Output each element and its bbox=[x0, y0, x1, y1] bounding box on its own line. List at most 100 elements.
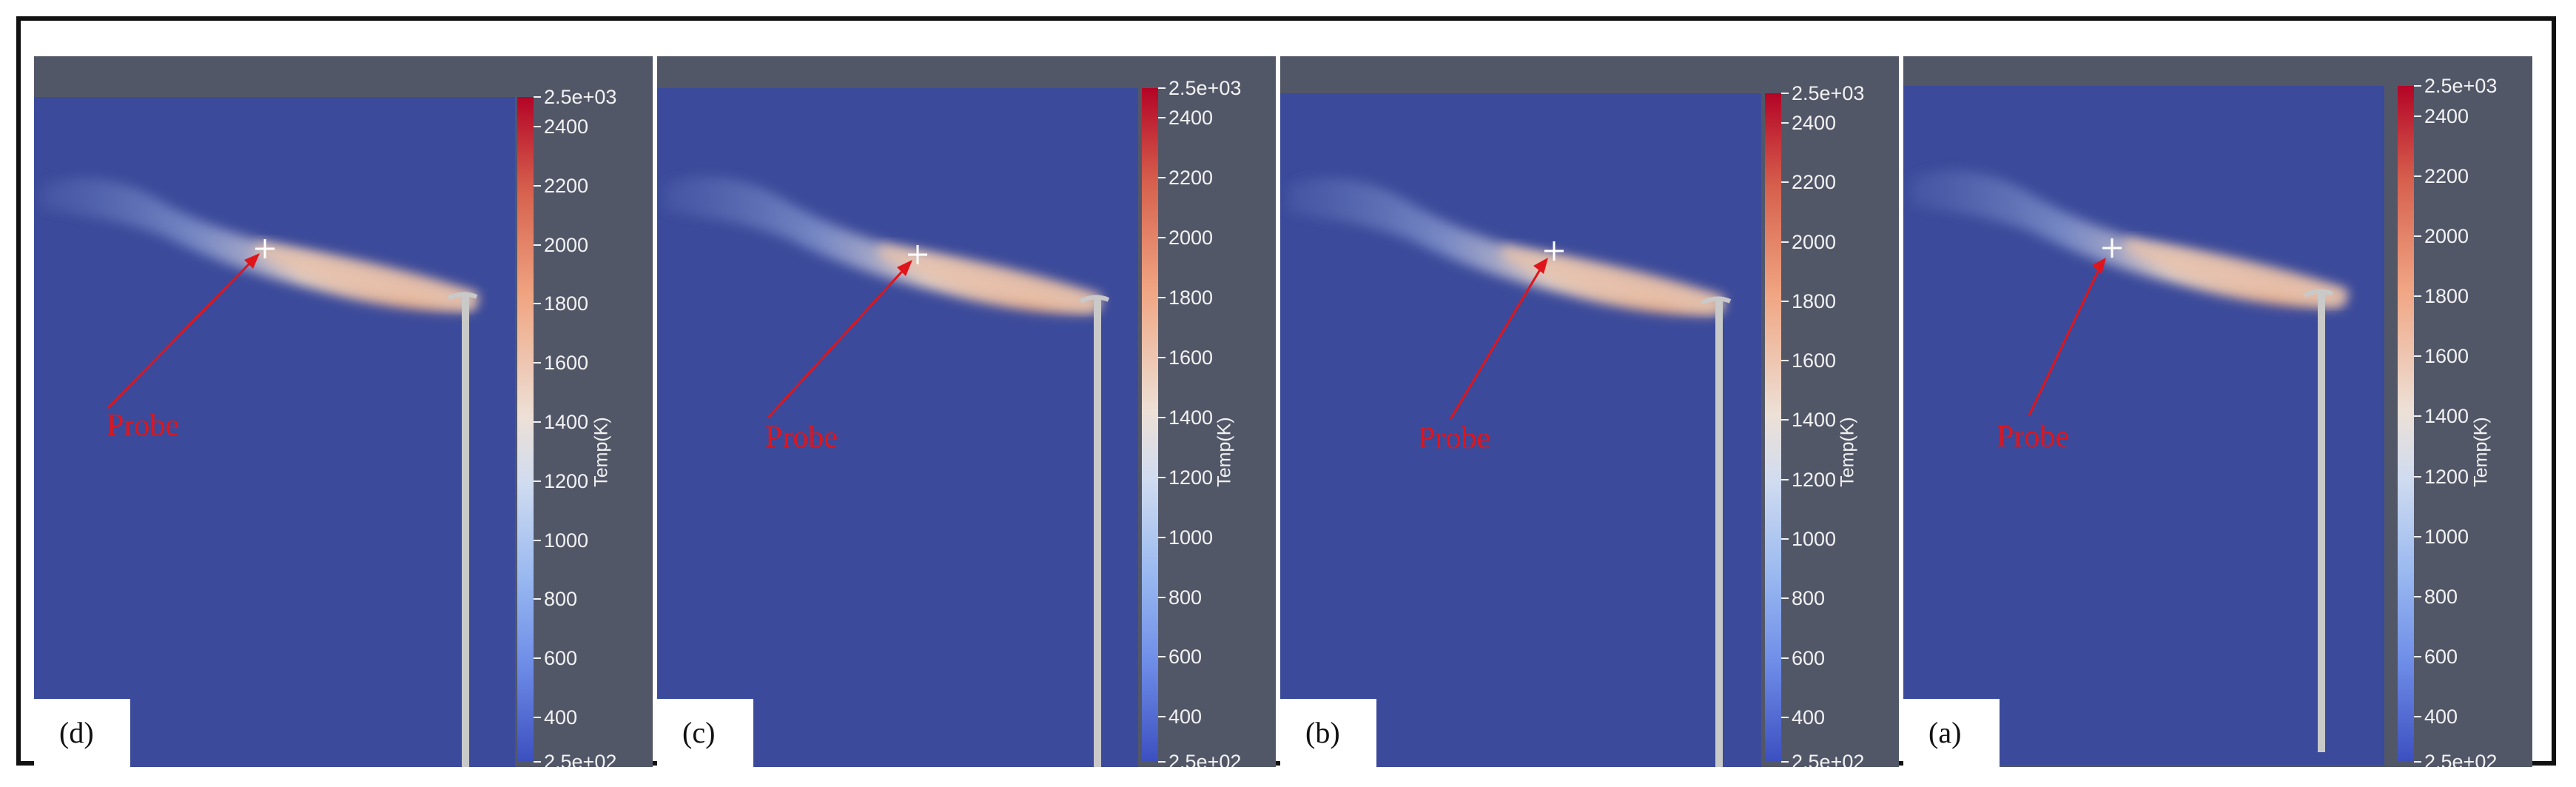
colorbar-tick bbox=[534, 480, 541, 482]
panel-label: (a) bbox=[1928, 716, 1962, 749]
colorbar-tick-label: 400 bbox=[2424, 706, 2458, 729]
colorbar-tick-label: 1800 bbox=[1792, 289, 1837, 312]
flame-plume bbox=[665, 176, 1110, 767]
colorbar-tick-label: 1600 bbox=[1792, 349, 1837, 372]
temperature-colorbar bbox=[1142, 88, 1158, 762]
colorbar-max-label: 2.5e+03 bbox=[1168, 77, 1242, 99]
colorbar-tick bbox=[1158, 536, 1166, 538]
colorbar-tick-label: 2200 bbox=[2424, 164, 2469, 187]
colorbar-tick bbox=[1158, 117, 1166, 119]
colorbar-tick-label: 1200 bbox=[1168, 466, 1214, 489]
temperature-colorbar bbox=[1765, 93, 1781, 762]
colorbar-min-label: 2.5e+02 bbox=[2424, 751, 2498, 767]
colorbar-tick bbox=[2414, 355, 2421, 358]
colorbar-tick-label: 1800 bbox=[1168, 287, 1214, 309]
colorbar-tick bbox=[534, 303, 541, 305]
colorbar-tick bbox=[1781, 538, 1789, 540]
colorbar-tick-label: 800 bbox=[544, 588, 578, 611]
colorbar-title: Temp(K) bbox=[2470, 417, 2492, 487]
colorbar-tick bbox=[1781, 241, 1789, 243]
temperature-colorbar bbox=[2398, 86, 2414, 762]
colorbar-tick bbox=[1158, 761, 1166, 763]
colorbar-tick bbox=[1781, 419, 1789, 421]
colorbar-tick-label: 2400 bbox=[1168, 107, 1214, 130]
colorbar-tick bbox=[2414, 115, 2421, 117]
colorbar-tick bbox=[1781, 597, 1789, 600]
colorbar-tick bbox=[2414, 595, 2421, 597]
colorbar-tick-label: 800 bbox=[1792, 587, 1826, 610]
colorbar-tick bbox=[1781, 93, 1789, 94]
probe-label: Probe bbox=[1997, 420, 2069, 454]
colorbar-tick bbox=[534, 598, 541, 600]
colorbar-tick-label: 400 bbox=[1792, 706, 1826, 729]
colorbar-tick bbox=[2414, 235, 2421, 237]
flame-plume bbox=[41, 178, 478, 767]
temperature-field: Probe bbox=[657, 88, 1138, 767]
colorbar-tick bbox=[1781, 716, 1789, 718]
colorbar-tick-label: 600 bbox=[1792, 646, 1826, 669]
colorbar-max-label: 2.5e+03 bbox=[2424, 75, 2498, 97]
panel-label-box: (b) bbox=[1280, 699, 1376, 767]
colorbar-tick bbox=[1158, 177, 1166, 179]
colorbar-tick bbox=[2414, 655, 2421, 657]
colorbar-tick bbox=[534, 96, 541, 98]
flame-plume bbox=[1288, 178, 1732, 767]
colorbar-tick bbox=[534, 244, 541, 246]
panel-a: Probe (a) Temp(K) 2.5e+03 2400 2200 2000 180… bbox=[1903, 56, 2532, 767]
colorbar-tick-label: 1200 bbox=[2424, 465, 2469, 488]
colorbar-tick-label: 2400 bbox=[544, 115, 589, 138]
colorbar-tick bbox=[534, 125, 541, 127]
colorbar-tick-label: 1000 bbox=[1792, 528, 1837, 550]
colorbar-tick bbox=[1158, 297, 1166, 299]
colorbar-tick-label: 1600 bbox=[2424, 345, 2469, 368]
colorbar-tick bbox=[1158, 357, 1166, 358]
colorbar-tick bbox=[2414, 175, 2421, 177]
panel-label-box: (d) bbox=[34, 699, 130, 767]
colorbar-title: Temp(K) bbox=[1214, 417, 1235, 487]
panel-b: Probe (b) Temp(K) 2.5e+03 2400 2200 2000 180… bbox=[1280, 56, 1899, 767]
temperature-field: Probe bbox=[1903, 86, 2384, 766]
colorbar-tick-label: 400 bbox=[1168, 706, 1203, 729]
colorbar-tick-label: 1000 bbox=[1168, 526, 1214, 549]
colorbar-tick-label: 1800 bbox=[544, 292, 589, 315]
colorbar-tick-label: 2000 bbox=[1168, 227, 1214, 250]
colorbar-tick bbox=[1158, 596, 1166, 598]
panel-c: Probe (c) Temp(K) 2.5e+03 2400 2200 2000 180… bbox=[657, 56, 1276, 767]
colorbar-tick bbox=[1781, 181, 1789, 184]
colorbar-tick-label: 400 bbox=[544, 706, 578, 729]
panel-label-box: (c) bbox=[657, 699, 753, 767]
colorbar-tick bbox=[1781, 761, 1789, 763]
colorbar-tick-label: 600 bbox=[1168, 646, 1203, 669]
panel-label: (d) bbox=[59, 716, 94, 749]
colorbar-tick-label: 1400 bbox=[1168, 406, 1214, 429]
probe-label: Probe bbox=[765, 421, 838, 455]
colorbar-tick bbox=[1781, 300, 1789, 302]
colorbar-tick bbox=[1781, 122, 1789, 124]
temperature-field: Probe bbox=[1280, 93, 1761, 767]
colorbar-tick bbox=[534, 362, 541, 364]
probe-label: Probe bbox=[1418, 421, 1490, 455]
colorbar-tick-label: 2400 bbox=[2424, 104, 2469, 127]
colorbar-max-label: 2.5e+03 bbox=[544, 86, 617, 108]
colorbar-tick-label: 1400 bbox=[1792, 409, 1837, 432]
colorbar-tick-label: 1200 bbox=[1792, 468, 1837, 491]
colorbar-tick bbox=[534, 657, 541, 660]
colorbar-min-label: 2.5e+02 bbox=[1168, 751, 1242, 767]
colorbar-tick bbox=[1158, 716, 1166, 718]
colorbar-tick-label: 2200 bbox=[1168, 167, 1214, 190]
temperature-field: Probe bbox=[34, 97, 515, 767]
colorbar-min-label: 2.5e+02 bbox=[544, 751, 617, 767]
colorbar-tick bbox=[2414, 475, 2421, 478]
colorbar-tick-label: 1000 bbox=[544, 529, 589, 552]
colorbar-tick bbox=[534, 761, 541, 763]
panel-label: (b) bbox=[1305, 716, 1340, 749]
colorbar-tick-label: 2000 bbox=[2424, 224, 2469, 247]
colorbar-tick bbox=[534, 184, 541, 187]
colorbar-tick bbox=[1781, 657, 1789, 659]
colorbar-tick bbox=[2414, 85, 2421, 87]
colorbar-tick bbox=[2414, 415, 2421, 418]
flame-plume bbox=[1911, 170, 2347, 752]
colorbar-tick bbox=[2414, 761, 2421, 763]
colorbar-min-label: 2.5e+02 bbox=[1792, 751, 1865, 767]
colorbar-tick-label: 1800 bbox=[2424, 285, 2469, 308]
